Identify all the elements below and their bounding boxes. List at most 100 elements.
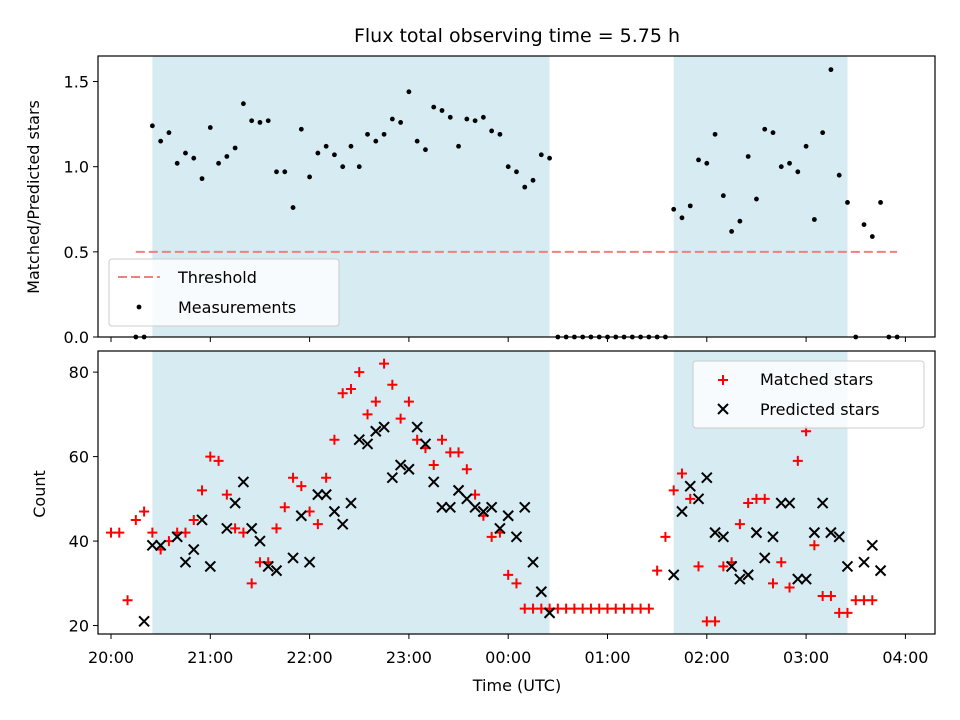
predicted-star-point [502, 510, 514, 522]
predicted-star-point [866, 539, 879, 552]
predicted-star-point [270, 564, 283, 577]
matched-star-point [842, 607, 853, 618]
predicted-star-point [411, 421, 423, 433]
measurement-point [762, 126, 768, 132]
measurement-point [505, 164, 511, 170]
predicted-star-point [874, 564, 887, 577]
measurement-point [232, 145, 238, 151]
measurement-point [149, 123, 155, 129]
matched-star-point [279, 502, 290, 513]
y-tick-label: 1.5 [64, 73, 89, 92]
predicted-star-point [775, 497, 787, 509]
predicted-star-point [428, 476, 440, 488]
measurement-point [265, 118, 271, 124]
y-tick-label: 60 [69, 448, 89, 467]
predicted-star-point [229, 497, 241, 509]
x-tick-label: 23:00 [386, 648, 432, 667]
measurement-point [745, 154, 751, 159]
predicted-star-point [303, 556, 316, 568]
measurement-point [423, 147, 428, 153]
x-tick-label: 04:00 [882, 648, 928, 667]
measurement-point [472, 118, 478, 124]
predicted-star-point [692, 493, 705, 505]
legend-measurements-swatch [136, 304, 142, 310]
matched-star-point [221, 489, 232, 500]
bottom-y-axis-label: Count [30, 470, 49, 518]
predicted-star-point [527, 556, 539, 568]
measurement-point [174, 160, 180, 166]
measurement-point [356, 164, 362, 170]
matched-star-point [114, 527, 125, 538]
predicted-star-point [328, 505, 341, 518]
matched-star-point [660, 531, 671, 542]
measurement-point [365, 131, 370, 137]
matched-star-point [139, 506, 150, 517]
predicted-star-point [792, 573, 804, 585]
measurement-point [547, 155, 552, 161]
chart-title: Flux total observing time = 5.75 h [354, 25, 680, 47]
predicted-star-point [295, 510, 308, 522]
bottom-legend: Matched stars Predicted stars [692, 360, 925, 429]
predicted-star-point [543, 607, 556, 619]
predicted-star-point [519, 501, 531, 513]
measurement-point [712, 131, 718, 137]
x-tick-label: 20:00 [88, 648, 134, 667]
measurement-point [241, 101, 246, 107]
matched-star-point [147, 527, 158, 538]
matched-star-point [205, 451, 216, 462]
measurement-point [497, 131, 503, 137]
x-tick-label: 00:00 [485, 648, 531, 667]
predicted-star-point [825, 526, 837, 539]
measurement-point [282, 169, 288, 175]
measurement-point [514, 169, 519, 175]
legend-predicted-swatch [717, 403, 729, 415]
measurement-point [191, 155, 197, 161]
measurement-point [207, 125, 213, 130]
predicted-star-point [204, 560, 217, 573]
predicted-star-point [783, 497, 796, 509]
matched-star-point [337, 388, 348, 399]
matched-star-point [461, 464, 472, 475]
predicted-star-point [477, 505, 490, 518]
measurement-point [298, 126, 304, 132]
matched-star-point [230, 523, 241, 534]
measurement-point [307, 174, 312, 180]
predicted-star-point [725, 560, 738, 573]
matched-star-point [776, 557, 787, 568]
measurement-point [332, 152, 337, 158]
matched-star-point [652, 565, 663, 576]
matched-star-point [768, 578, 778, 589]
predicted-star-point [394, 459, 407, 471]
matched-star-point [288, 472, 299, 483]
predicted-star-point [221, 522, 233, 535]
matched-star-point [312, 519, 323, 530]
measurement-point [158, 138, 164, 144]
measurement-point [538, 152, 544, 158]
measurement-point [530, 177, 536, 183]
measurement-point [820, 130, 826, 136]
matched-star-point [693, 561, 704, 572]
measurement-point [274, 169, 279, 175]
measurement-point [671, 206, 677, 212]
measurement-point [389, 116, 395, 122]
measurement-point [414, 138, 420, 144]
matched-star-point [354, 367, 365, 378]
matched-star-point [486, 531, 497, 542]
x-tick-label: 01:00 [584, 648, 630, 667]
measurement-point [249, 118, 255, 124]
predicted-star-point [171, 531, 183, 543]
observation-window-0-1 [673, 56, 848, 337]
matched-star-point [130, 514, 141, 525]
predicted-star-point [667, 569, 680, 581]
x-tick-label: 21:00 [187, 648, 233, 667]
matched-star-point [734, 519, 745, 530]
matched-star-point [362, 409, 373, 420]
legend-box [108, 258, 340, 327]
predicted-star-point [245, 522, 258, 535]
matched-star-point [643, 603, 654, 614]
measurement-point [183, 150, 188, 156]
matched-star-point [296, 481, 307, 492]
y-tick-label: 0.5 [64, 243, 89, 262]
matched-star-point [685, 493, 696, 504]
